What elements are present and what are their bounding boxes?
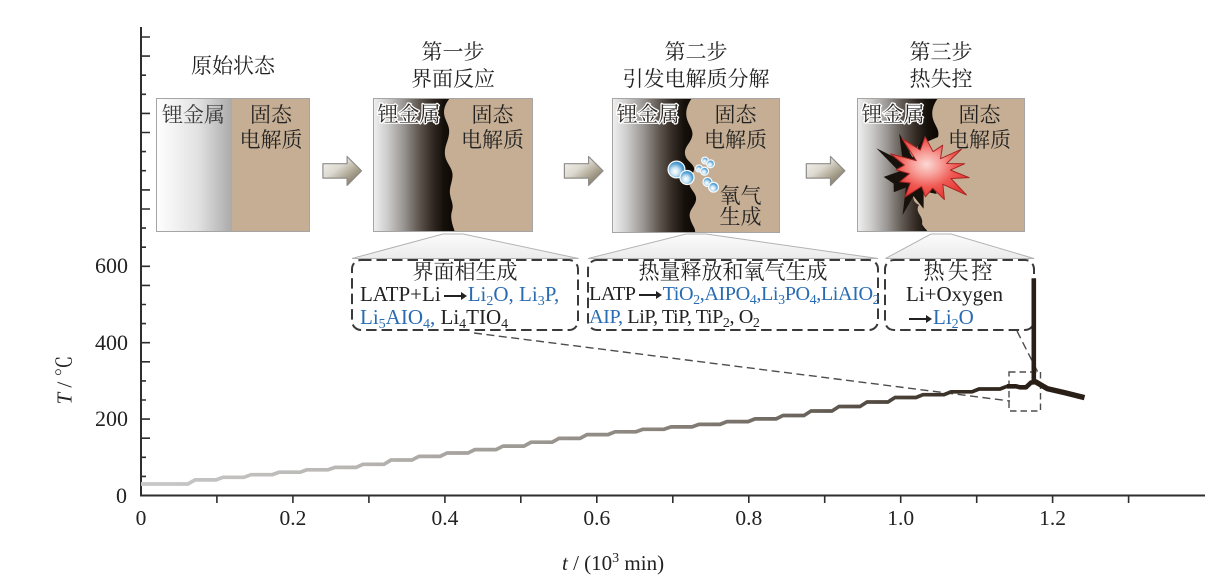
svg-text:锂金属: 锂金属 (617, 103, 680, 127)
svg-text:锂金属: 锂金属 (862, 103, 925, 127)
svg-text:锂金属: 锂金属 (378, 103, 441, 127)
